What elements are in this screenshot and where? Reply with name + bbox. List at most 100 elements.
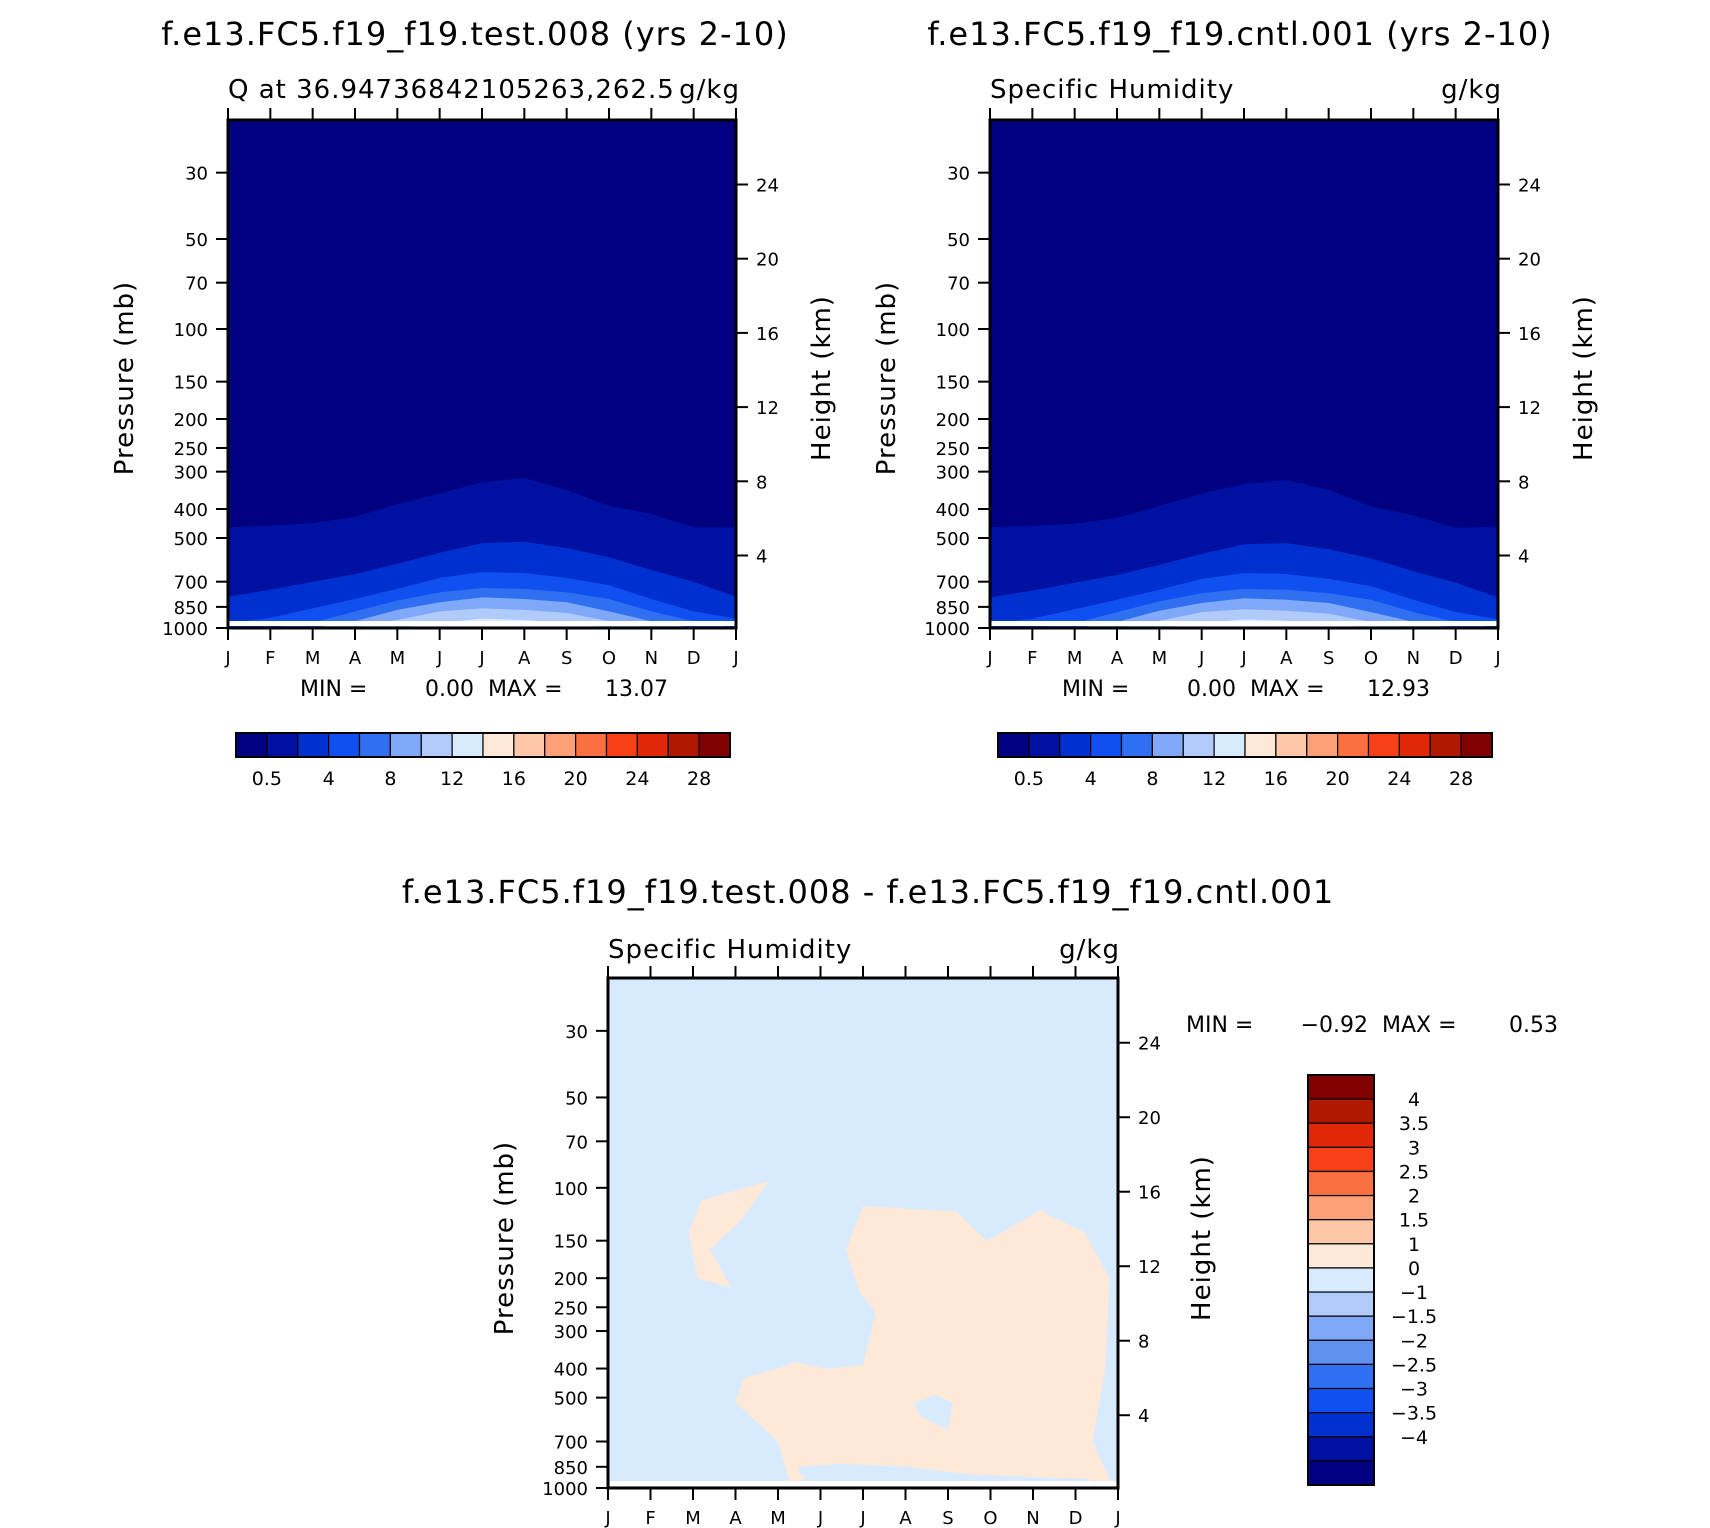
colorbar-box <box>420 732 453 758</box>
y-tick-label: 700 <box>174 573 208 594</box>
colorbar-label: −2 <box>1400 1330 1428 1352</box>
colorbar-label: 20 <box>1326 768 1350 790</box>
y-right-tick-label: 4 <box>756 547 767 568</box>
x-tick-label: O <box>1364 648 1378 669</box>
colorbar-label: −2.5 <box>1391 1354 1437 1376</box>
colorbar-box <box>1307 1074 1375 1100</box>
y-right-tick-label: 24 <box>1518 175 1541 196</box>
x-tick-label: J <box>1240 648 1246 669</box>
y-right-tick-label: 12 <box>756 398 779 419</box>
x-tick-label: J <box>859 1508 865 1528</box>
y-tick-label: 1000 <box>542 1479 588 1500</box>
colorbar-box <box>358 732 391 758</box>
surface-band <box>608 1481 1118 1486</box>
x-tick-label: J <box>1494 648 1500 669</box>
positive-region-0 <box>688 1181 770 1288</box>
colorbar-box <box>1429 732 1462 758</box>
colorbar-box <box>1307 1363 1375 1390</box>
max-label: MAX = <box>1382 1013 1457 1038</box>
y-right-tick-label: 8 <box>756 472 767 493</box>
x-tick-label: O <box>602 648 616 669</box>
colorbar-label: 8 <box>1146 768 1158 790</box>
y-tick-label: 70 <box>185 274 208 295</box>
colorbar-box <box>1090 732 1123 758</box>
colorbar-box <box>698 732 731 758</box>
y-tick-label: 850 <box>936 598 970 619</box>
colorbar-label: 16 <box>502 768 526 790</box>
colorbar-label: 12 <box>1202 768 1226 790</box>
y-tick-label: 50 <box>565 1088 588 1109</box>
y-right-tick-label: 12 <box>1138 1257 1161 1278</box>
positive-region-1 <box>735 1206 1089 1486</box>
colorbar-box <box>1398 732 1431 758</box>
colorbar-box <box>266 732 299 758</box>
colorbar-label: 4 <box>1085 768 1097 790</box>
x-tick-label: S <box>561 648 572 669</box>
colorbar: 0.5 4 8 12 16 20 24 28 <box>997 732 1493 790</box>
y-right-tick-label: 24 <box>756 175 779 196</box>
x-tick-label: D <box>1449 648 1463 669</box>
max-value: 12.93 <box>1367 677 1430 702</box>
x-tick-label: S <box>942 1508 953 1528</box>
panel-subtitle-left: Q at 36.94736842105263,262.5 <box>228 75 675 105</box>
colorbar-frame <box>997 732 1493 758</box>
colorbar-label: 24 <box>1387 768 1411 790</box>
y-right-tick-label: 12 <box>1518 398 1541 419</box>
colorbar-box <box>1307 1387 1375 1414</box>
colorbar-label: 16 <box>1264 768 1288 790</box>
y-tick-label: 70 <box>565 1132 588 1153</box>
colorbar-box <box>328 732 361 758</box>
colorbar-box <box>575 732 608 758</box>
x-tick-label: A <box>349 648 362 669</box>
colorbar-box <box>605 732 638 758</box>
panel-title: f.e13.FC5.f19_f19.test.008 - f.e13.FC5.f… <box>402 873 1334 911</box>
y-tick-label: 100 <box>174 320 208 341</box>
x-tick-label: J <box>732 648 738 669</box>
min-label: MIN = <box>300 677 367 702</box>
colorbar-label: −3 <box>1400 1379 1428 1401</box>
colorbar: 0.5 4 8 12 16 20 24 28 <box>235 732 731 790</box>
max-value: 0.53 <box>1509 1013 1558 1038</box>
y-tick-label: 700 <box>554 1433 588 1454</box>
panel-control: f.e13.FC5.f19_f19.cntl.001 (yrs 2-10) Sp… <box>872 15 1599 790</box>
colorbar-label: −4 <box>1400 1427 1428 1449</box>
colorbar-box <box>1307 1315 1375 1341</box>
x-tick-label: M <box>1067 648 1083 669</box>
y-tick-label: 250 <box>936 439 970 460</box>
x-tick-label: D <box>687 648 701 669</box>
min-value: 0.00 <box>425 677 474 702</box>
colorbar-box <box>1213 732 1246 758</box>
panel-subtitle-left: Specific Humidity <box>608 935 852 965</box>
negative-island-0 <box>914 1395 953 1430</box>
colorbar-box <box>1151 732 1184 758</box>
colorbar-label: 20 <box>564 768 588 790</box>
colorbar-box <box>544 732 577 758</box>
y-tick-label: 400 <box>554 1360 588 1381</box>
colorbar-label: 4 <box>1408 1089 1420 1111</box>
y-axis-label: Pressure (mb) <box>490 1141 520 1335</box>
y-tick-label: 150 <box>936 373 970 394</box>
y-tick-label: 250 <box>174 439 208 460</box>
colorbar-label: 0.5 <box>252 768 282 790</box>
colorbar-box <box>451 732 484 758</box>
y-right-tick-label: 24 <box>1138 1034 1161 1055</box>
y-tick-label: 30 <box>565 1022 588 1043</box>
y-tick-label: 100 <box>936 320 970 341</box>
y-tick-label: 300 <box>554 1322 588 1343</box>
colorbar-frame <box>235 732 731 758</box>
y-right-tick-label: 16 <box>1138 1183 1161 1204</box>
x-tick-label: F <box>1027 648 1037 669</box>
contour-plot: J F M A M J J A S O N D J 30 50 70 100 150 200 250 300 400 500… <box>162 108 779 669</box>
colorbar-label: 4 <box>323 768 335 790</box>
colorbar-box <box>389 732 422 758</box>
y-right-tick-label: 16 <box>1518 324 1541 345</box>
panel-title: f.e13.FC5.f19_f19.test.008 (yrs 2-10) <box>161 15 789 53</box>
min-label: MIN = <box>1186 1013 1253 1038</box>
colorbar-box <box>1307 1219 1375 1245</box>
y-right-tick-label: 4 <box>1518 547 1529 568</box>
y-right-tick-label: 20 <box>756 250 779 271</box>
y-axis-label: Pressure (mb) <box>872 281 902 475</box>
colorbar-box <box>1307 1412 1375 1438</box>
colorbar: 43.532.5 21.510−1−1.5−2−2.5 −3−3.5−4 <box>1307 1074 1437 1486</box>
y-tick-label: 1000 <box>924 619 970 640</box>
